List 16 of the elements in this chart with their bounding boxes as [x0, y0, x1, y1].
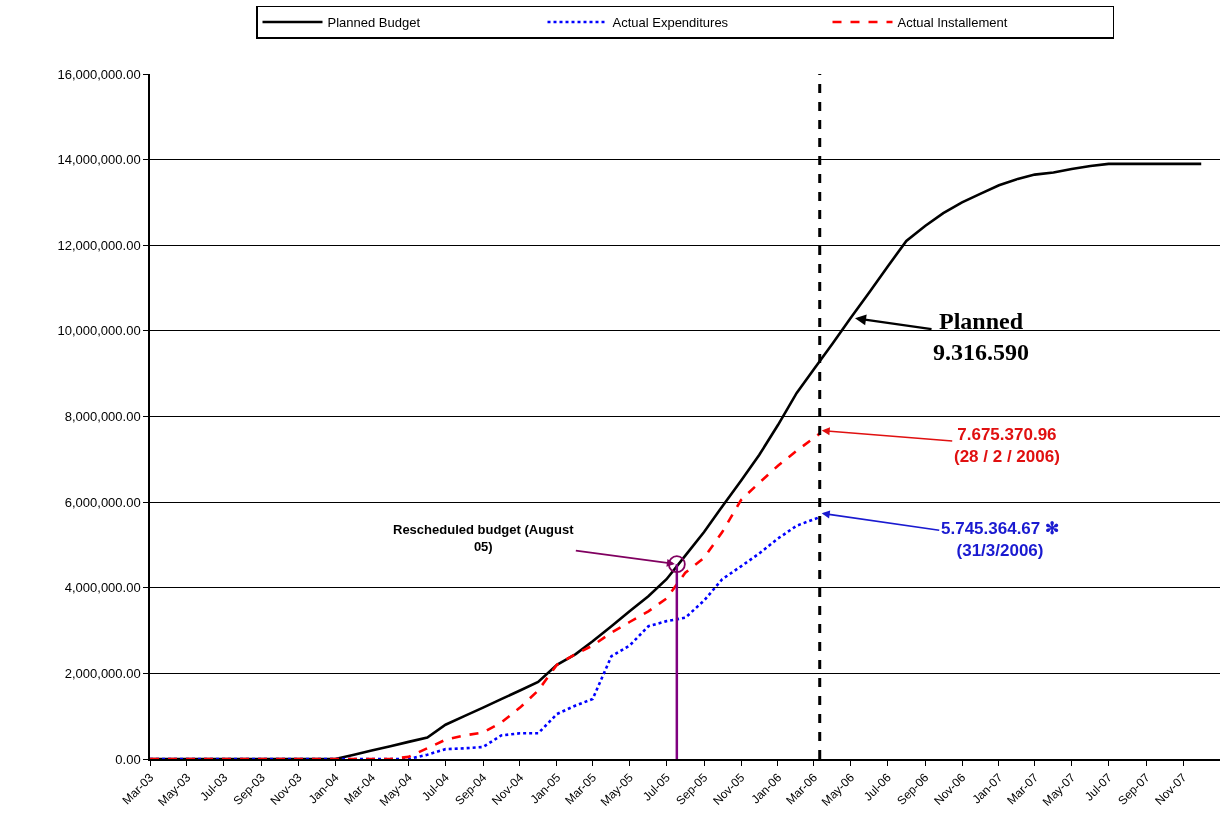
legend-label: Planned Budget [327, 15, 421, 31]
annotation: 5.745.364.67 ✻ (31/3/2006) [941, 519, 1059, 561]
legend-label: Actual Expenditures [612, 15, 729, 31]
y-tick-label: 12,000,000.00 [57, 237, 141, 253]
y-tick-label: 2,000,000.00 [64, 665, 141, 681]
y-tick-label: 10,000,000.00 [57, 323, 141, 339]
y-tick-label: 4,000,000.00 [64, 580, 141, 596]
annotation: Planned 9.316.590 [933, 308, 1029, 366]
annotation: Rescheduled budget (August 05) [393, 522, 575, 554]
y-tick-label: 6,000,000.00 [64, 494, 141, 510]
annotation: 7.675.370.96 (28 / 2 / 2006) [954, 425, 1060, 467]
y-tick-label: 16,000,000.00 [57, 66, 141, 82]
y-tick-label: 0.00 [115, 751, 141, 767]
y-tick-label: 14,000,000.00 [57, 152, 141, 168]
y-tick-label: 8,000,000.00 [64, 409, 141, 425]
legend-label: Actual Installement [897, 15, 1008, 31]
